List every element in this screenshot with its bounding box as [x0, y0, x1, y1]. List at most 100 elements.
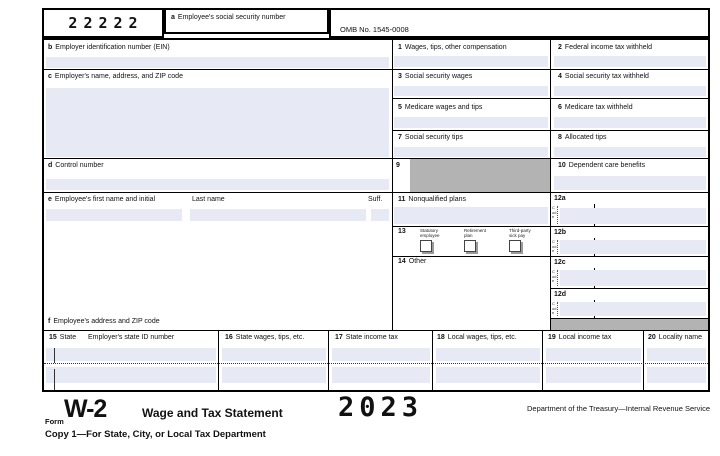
field-box12a[interactable]	[560, 208, 706, 224]
box-c-letter: c	[48, 73, 52, 80]
field-18-bottom[interactable]	[436, 367, 540, 383]
box-17-number: 17	[335, 334, 343, 341]
omb-number: OMB No. 1545-0008	[340, 25, 409, 34]
box-11-number: 11	[398, 196, 406, 203]
field-20-bottom[interactable]	[647, 367, 706, 383]
box-15-label: State	[59, 334, 77, 341]
grid-line	[392, 98, 708, 99]
field-17-bottom[interactable]	[332, 367, 430, 383]
box-6-number: 6	[558, 104, 562, 111]
grid-line	[550, 318, 708, 319]
field-first-name[interactable]	[46, 209, 182, 221]
box-12b-code-column: Code	[552, 240, 558, 254]
statutory-employee-label: Statutory employee	[420, 228, 440, 238]
field-18-top[interactable]	[436, 348, 540, 361]
third-party-sick-pay-checkbox[interactable]	[509, 240, 521, 252]
tax-year: 2023	[338, 392, 424, 423]
box-7-number: 7	[398, 134, 402, 141]
agency-line: Department of the Treasury—Internal Reve…	[526, 404, 710, 413]
last-name-label: Last name	[192, 196, 225, 203]
box-d-letter: d	[48, 162, 53, 169]
statutory-employee-checkbox[interactable]	[420, 240, 432, 252]
state-column-divider	[54, 369, 55, 390]
box-12b-number: 12b	[554, 229, 567, 236]
grid-line	[44, 192, 708, 193]
field-19-top[interactable]	[546, 348, 641, 361]
field-box6[interactable]	[554, 117, 706, 128]
field-17-top[interactable]	[332, 348, 430, 361]
field-box2[interactable]	[554, 56, 706, 67]
grid-line	[218, 330, 219, 390]
box-9-shaded-area	[410, 159, 550, 192]
box-3-number: 3	[398, 73, 402, 80]
grid-line	[432, 330, 433, 390]
field-19-bottom[interactable]	[546, 367, 641, 383]
third-party-sick-pay-label: Third-party sick pay	[509, 228, 531, 238]
field-box5[interactable]	[394, 117, 548, 128]
box-18-label: Local wages, tips, etc.	[447, 334, 517, 341]
box-a-letter: a	[171, 14, 175, 21]
box-10-number: 10	[558, 162, 566, 169]
field-box11[interactable]	[394, 207, 548, 224]
grid-line	[44, 158, 708, 159]
box-12-shaded-strip	[551, 319, 708, 330]
field-box8[interactable]	[554, 147, 706, 157]
field-ein[interactable]	[46, 57, 389, 68]
field-box12d[interactable]	[560, 302, 706, 316]
field-suffix[interactable]	[371, 209, 389, 221]
grid-line	[542, 330, 543, 390]
box-16-label: State wages, tips, etc.	[235, 334, 305, 341]
box-4-number: 4	[558, 73, 562, 80]
box-12c-code-column: Code	[552, 270, 558, 286]
grid-line	[392, 256, 708, 257]
box-6-label: Medicare tax withheld	[564, 104, 633, 111]
box-10-label: Dependent care benefits	[568, 162, 646, 169]
grid-line	[392, 40, 393, 330]
box-9-number: 9	[396, 162, 400, 169]
grid-line	[44, 69, 708, 70]
field-last-name[interactable]	[190, 209, 366, 221]
box-a-ssn[interactable]: a Employee's social security number	[164, 8, 329, 34]
field-box4[interactable]	[554, 86, 706, 96]
omb-box: OMB No. 1545-0008	[329, 8, 710, 38]
box-d-label: Control number	[55, 162, 104, 169]
box-1-number: 1	[398, 44, 402, 51]
field-20-top[interactable]	[647, 348, 706, 361]
box-18-number: 18	[437, 334, 445, 341]
grid-line	[44, 330, 708, 331]
field-employer-name-address[interactable]	[46, 88, 389, 157]
grid-line	[392, 226, 708, 227]
field-box10[interactable]	[554, 176, 706, 190]
field-box12b[interactable]	[560, 240, 706, 254]
field-control-number[interactable]	[46, 179, 389, 190]
field-15-bottom[interactable]	[46, 367, 216, 383]
box-15-label2: Employer's state ID number	[88, 334, 175, 341]
box-8-label: Allocated tips	[564, 134, 607, 141]
form-title: Wage and Tax Statement	[142, 406, 283, 420]
box-1-label: Wages, tips, other compensation	[404, 44, 507, 51]
box-a-label: Employee's social security number	[177, 14, 286, 21]
field-15-top[interactable]	[46, 348, 216, 361]
grid-line	[643, 330, 644, 390]
box-5-number: 5	[398, 104, 402, 111]
retirement-plan-checkbox[interactable]	[464, 240, 476, 252]
box-c-label: Employer's name, address, and ZIP code	[54, 73, 183, 80]
field-16-top[interactable]	[222, 348, 326, 361]
field-box3[interactable]	[394, 86, 548, 96]
box-20-label: Locality name	[658, 334, 702, 341]
box-14-label: Other	[408, 258, 427, 265]
grid-line	[550, 40, 551, 330]
retirement-plan-label: Retirement plan	[464, 228, 487, 238]
field-box7[interactable]	[394, 147, 548, 157]
box-b-label: Employer identification number (EIN)	[55, 44, 170, 51]
field-box12c[interactable]	[560, 270, 706, 286]
field-16-bottom[interactable]	[222, 367, 326, 383]
box-2-number: 2	[558, 44, 562, 51]
copy-designation: Copy 1—For State, City, or Local Tax Dep…	[45, 429, 266, 440]
form-word: Form	[45, 417, 64, 426]
box-17-label: State income tax	[345, 334, 398, 341]
box-f-label: Employee's address and ZIP code	[53, 318, 160, 325]
field-box1[interactable]	[394, 56, 548, 67]
grid-line	[328, 330, 329, 390]
